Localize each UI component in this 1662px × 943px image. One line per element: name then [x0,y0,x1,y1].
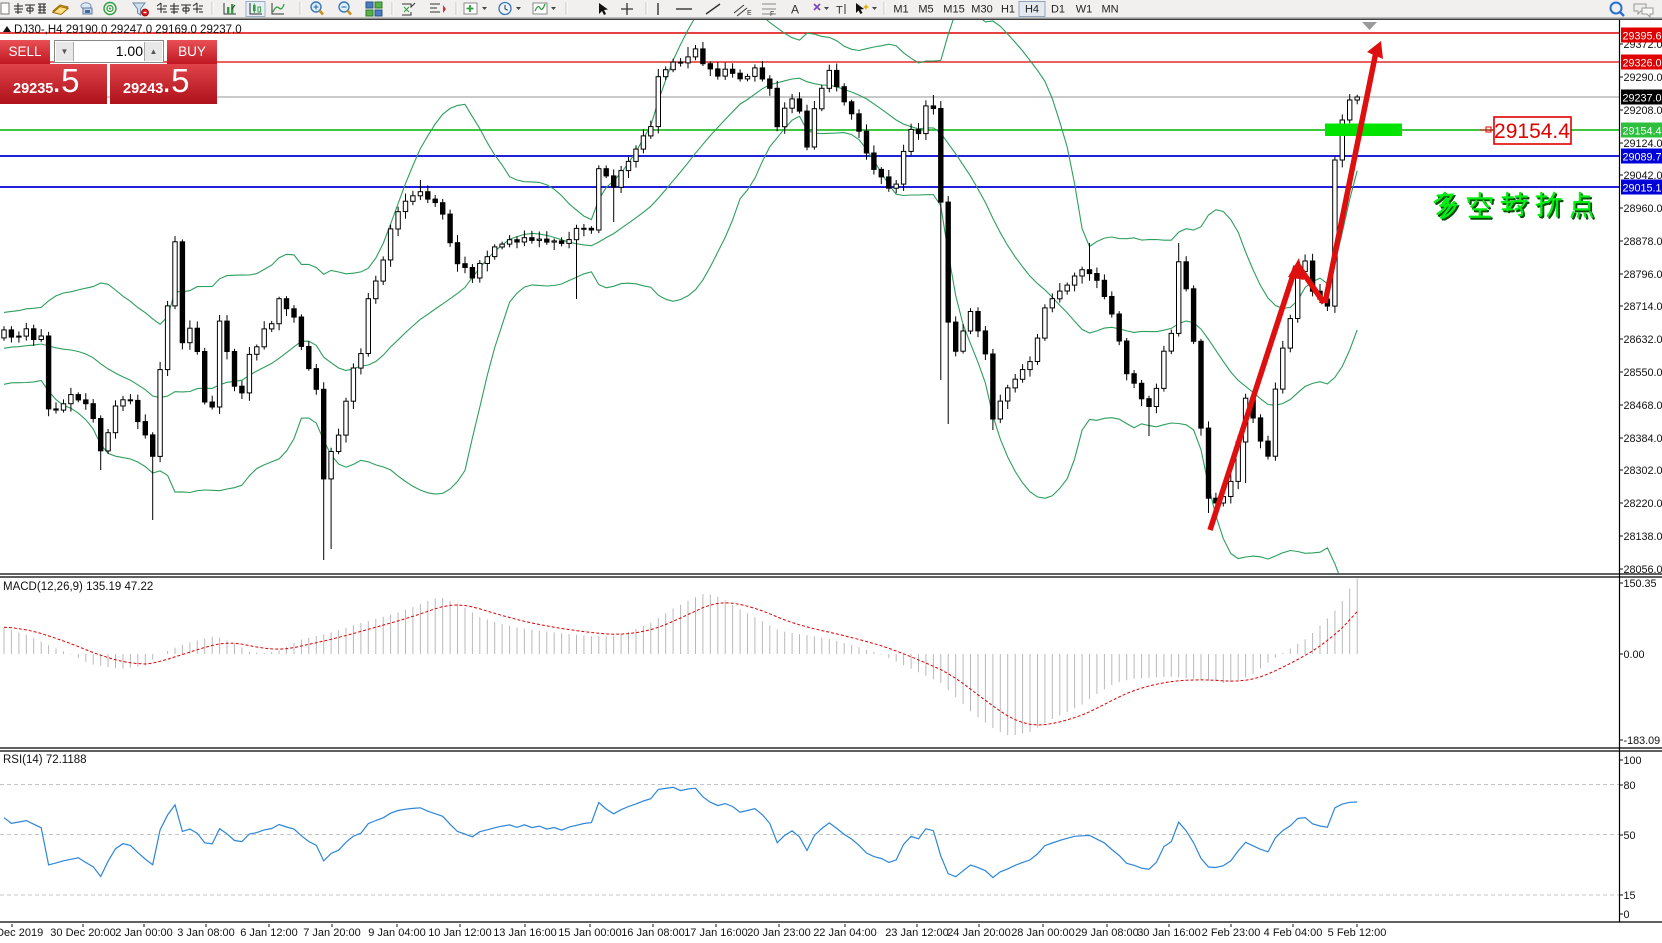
svg-text:22 Jan 04:00: 22 Jan 04:00 [813,927,877,939]
svg-text:28796.0: 28796.0 [1624,269,1662,281]
svg-text:13 Jan 16:00: 13 Jan 16:00 [493,927,557,939]
svg-text:28056.0: 28056.0 [1624,564,1662,576]
svg-text:27 Dec 2019: 27 Dec 2019 [0,927,43,939]
svg-text:28714.0: 28714.0 [1624,301,1662,313]
svg-text:29089.7: 29089.7 [1623,152,1662,164]
svg-text:M5: M5 [918,4,933,16]
svg-text:DJ30-,H4 29190.0 29247.0 2916: DJ30-,H4 29190.0 29247.0 29169.0 29237.0 [14,24,242,36]
svg-text:MACD(12,26,9) 135.19 47.22: MACD(12,26,9) 135.19 47.22 [3,581,153,593]
svg-text:RSI(14) 72.1188: RSI(14) 72.1188 [3,754,87,766]
svg-text:D1: D1 [1051,4,1065,16]
svg-text:23 Jan 12:00: 23 Jan 12:00 [885,927,949,939]
svg-text:9 Jan 04:00: 9 Jan 04:00 [368,927,426,939]
svg-text:29290.0: 29290.0 [1624,72,1662,84]
svg-text:29326.0: 29326.0 [1623,58,1662,70]
svg-text:A: A [791,3,799,17]
svg-text:29015.1: 29015.1 [1623,183,1662,195]
svg-text:M15: M15 [943,4,964,16]
svg-text:15: 15 [1624,890,1636,902]
svg-text:28384.0: 28384.0 [1624,433,1662,445]
svg-text:28302.0: 28302.0 [1624,465,1662,477]
svg-text:10 Jan 12:00: 10 Jan 12:00 [428,927,492,939]
svg-text:20 Jan 23:00: 20 Jan 23:00 [747,927,811,939]
svg-text:29154.4: 29154.4 [1623,126,1662,138]
svg-text:50: 50 [1624,830,1636,842]
svg-text:29154.4: 29154.4 [1494,120,1570,143]
svg-text:30 Jan 16:00: 30 Jan 16:00 [1137,927,1201,939]
svg-text:15 Jan 00:00: 15 Jan 00:00 [558,927,622,939]
svg-text:150.35: 150.35 [1624,578,1657,590]
svg-text:7 Jan 20:00: 7 Jan 20:00 [303,927,361,939]
svg-text:17 Jan 16:00: 17 Jan 16:00 [684,927,748,939]
svg-text:E: E [747,10,752,17]
svg-text:28138.0: 28138.0 [1624,531,1662,543]
svg-text:100: 100 [1624,755,1642,767]
svg-text:28 Jan 00:00: 28 Jan 00:00 [1011,927,1075,939]
svg-text:28878.0: 28878.0 [1624,236,1662,248]
svg-text:29 Jan 08:00: 29 Jan 08:00 [1075,927,1139,939]
svg-text:28220.0: 28220.0 [1624,498,1662,510]
svg-text:29237.0: 29237.0 [1623,93,1662,105]
svg-text:80: 80 [1624,780,1636,792]
svg-text:24 Jan 20:00: 24 Jan 20:00 [947,927,1011,939]
svg-text:28960.0: 28960.0 [1624,203,1662,215]
svg-text:29208.0: 29208.0 [1624,105,1662,117]
svg-text:3 Jan 08:00: 3 Jan 08:00 [177,927,235,939]
svg-text:30 Dec 20:00: 30 Dec 20:00 [50,927,115,939]
svg-text:-183.09: -183.09 [1624,735,1661,747]
svg-text:2 Jan 00:00: 2 Jan 00:00 [115,927,173,939]
svg-text:W1: W1 [1076,4,1093,16]
svg-text:6 Jan 12:00: 6 Jan 12:00 [240,927,298,939]
svg-text:28550.0: 28550.0 [1624,367,1662,379]
svg-text:F: F [770,11,774,18]
svg-text:28468.0: 28468.0 [1624,400,1662,412]
svg-text:MN: MN [1101,4,1118,16]
svg-text:M30: M30 [971,4,992,16]
svg-text:29042.0: 29042.0 [1624,170,1662,182]
svg-text:M1: M1 [893,4,908,16]
svg-text:16 Jan 08:00: 16 Jan 08:00 [621,927,685,939]
svg-text:29395.6: 29395.6 [1623,31,1662,43]
svg-text:2 Feb 23:00: 2 Feb 23:00 [1202,927,1261,939]
svg-text:4 Feb 04:00: 4 Feb 04:00 [1264,927,1323,939]
svg-text:0.00: 0.00 [1624,649,1645,661]
svg-text:0: 0 [1624,909,1630,921]
svg-text:5 Feb 12:00: 5 Feb 12:00 [1328,927,1387,939]
svg-text:H1: H1 [1001,4,1015,16]
svg-text:T: T [836,5,843,17]
svg-text:H4: H4 [1025,4,1039,16]
svg-text:29124.0: 29124.0 [1624,138,1662,150]
svg-text:28632.0: 28632.0 [1624,334,1662,346]
